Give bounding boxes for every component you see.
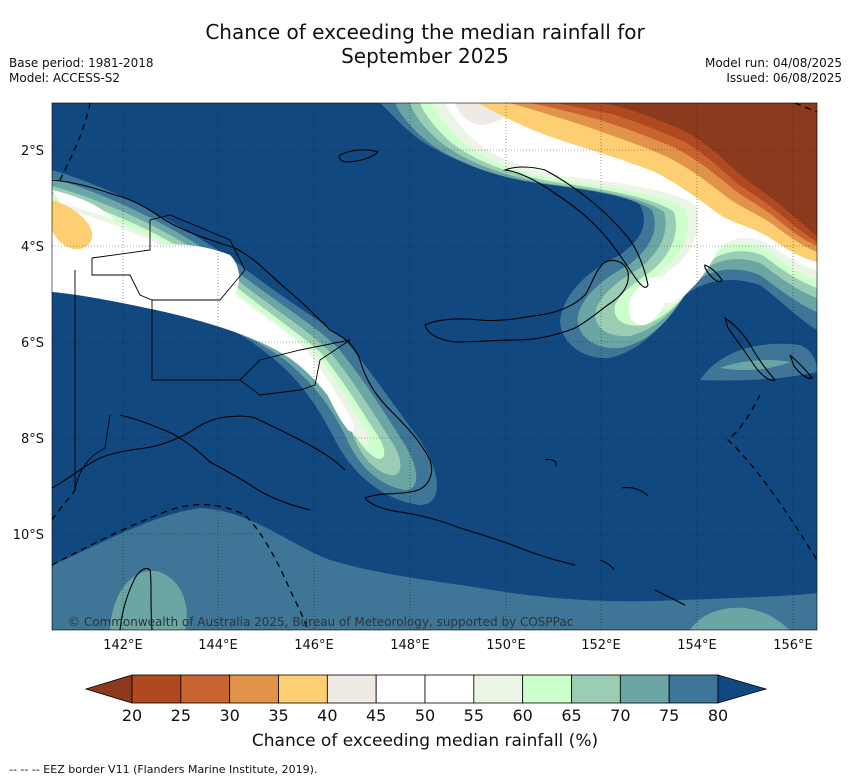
province-border-2: [91, 258, 153, 301]
colorbar-segment: [326, 674, 377, 704]
contour-55-north: [52, 103, 817, 446]
lon-tick-148e: 148°E: [390, 638, 430, 653]
colorbar-segment: [278, 674, 328, 704]
colorbar-tick-label: 40: [317, 706, 337, 725]
coastline-new-britain: [424, 259, 629, 343]
coastline-islands-se: [544, 458, 686, 606]
contour-below-20-north: [600, 103, 817, 236]
title-line-1: Chance of exceeding the median rainfall …: [205, 20, 645, 44]
coastline-new-guinea: [52, 179, 576, 566]
lon-tick-146e: 146°E: [294, 638, 334, 653]
colorbar-tick-label: 35: [268, 706, 288, 725]
province-border-3: [239, 339, 351, 396]
coastline-new-ireland: [502, 166, 649, 288]
colorbar-tick-label: 25: [171, 706, 191, 725]
latitude-axis: 2°S 4°S 6°S 8°S 10°S: [13, 144, 44, 543]
lat-tick-6s: 6°S: [21, 336, 44, 351]
contour-70-south: [110, 570, 187, 630]
title-line-2: September 2025: [341, 44, 509, 68]
contour-70-south-2: [690, 607, 790, 630]
colorbar-tick-label: 45: [366, 706, 386, 725]
lat-tick-4s: 4°S: [21, 240, 44, 255]
map-frame: [51, 102, 818, 631]
coastline-bougainville: [704, 264, 723, 283]
eez-border-southwest: [52, 503, 309, 630]
contour-70-solomons: [720, 360, 790, 370]
colorbar-tick-label: 55: [464, 706, 484, 725]
map-title: Chance of exceeding the median rainfall …: [0, 20, 850, 68]
colorbar-segment: [424, 674, 475, 704]
coastline-solomons-1: [724, 316, 776, 381]
colorbar-tick-label: 20: [122, 706, 142, 725]
png-indonesia-border: [74, 270, 111, 491]
colorbar-tick-label: 60: [512, 706, 532, 725]
lon-tick-142e: 142°E: [103, 638, 143, 653]
colorbar-tick-label: 70: [610, 706, 630, 725]
lon-tick-156e: 156°E: [773, 638, 813, 653]
eez-footnote: -- -- -- EEZ border V11 (Flanders Marine…: [9, 763, 318, 776]
colorbar-extend-low: [84, 674, 133, 704]
colorbar-segment: [131, 674, 182, 704]
colorbar-segment: [473, 674, 524, 704]
lon-tick-152e: 152°E: [581, 638, 621, 653]
colorbar-label: Chance of exceeding median rainfall (%): [251, 731, 599, 751]
coastline-manus: [338, 149, 380, 163]
meta-left: Base period: 1981-2018 Model: ACCESS-S2: [9, 56, 154, 86]
base-period-text: Base period: 1981-2018: [9, 56, 154, 70]
lat-tick-2s: 2°S: [21, 144, 44, 159]
contour-60-north: [52, 103, 817, 459]
colorbar-tick-label: 75: [659, 706, 679, 725]
model-text: Model: ACCESS-S2: [9, 71, 121, 85]
contour-white-png-center: [135, 244, 240, 307]
contour-white-newbritain: [628, 276, 667, 326]
colorbar-tick-label: 30: [219, 706, 239, 725]
coastline-solomons-2: [789, 354, 813, 379]
eez-borders: [52, 103, 817, 630]
colorbar-segment: [229, 674, 279, 704]
coastline-south-png: [119, 414, 311, 511]
contour-35-west: [52, 200, 93, 250]
eez-border-northeast: [794, 103, 817, 113]
coastline-cape-york: [119, 567, 153, 630]
meta-right: Model run: 04/08/2025 Issued: 06/08/2025: [705, 56, 842, 86]
eez-border-southeast: [727, 394, 817, 561]
contour-75-south: [52, 508, 817, 630]
eez-border-west: [52, 489, 76, 521]
longitude-axis: 142°E 144°E 146°E 148°E 150°E 152°E 154°…: [103, 638, 813, 653]
province-border-1: [91, 214, 351, 381]
colorbar-tick-label: 80: [708, 706, 728, 725]
colorbar-segment: [522, 674, 572, 704]
colorbar-segment: [180, 674, 231, 704]
map-plot-area: © Commonwealth of Australia 2025, Bureau…: [52, 103, 817, 630]
contour-65-north: [52, 103, 817, 476]
model-run-text: Model run: 04/08/2025: [704, 56, 842, 70]
colorbar-segment: [571, 674, 621, 704]
lon-tick-154e: 154°E: [677, 638, 717, 653]
issued-text: Issued: 06/08/2025: [726, 71, 842, 85]
colorbar-tick-label: 50: [415, 706, 435, 725]
colorbar-segment: [619, 674, 670, 704]
colorbar-segment: [668, 674, 719, 704]
contour-white-west: [52, 190, 115, 220]
lat-tick-8s: 8°S: [21, 432, 44, 447]
lon-tick-150e: 150°E: [486, 638, 526, 653]
copyright-text: © Commonwealth of Australia 2025, Bureau…: [68, 615, 573, 629]
coastlines: [52, 149, 813, 630]
lon-tick-144e: 144°E: [198, 638, 238, 653]
gridlines: [52, 103, 817, 630]
colorbar-tick-label: 65: [561, 706, 581, 725]
colorbar: 20 25 30 35 40 45 50 55 60 65 70 75 80: [84, 674, 768, 725]
borders: [74, 214, 351, 491]
lat-tick-10s: 10°S: [13, 528, 44, 543]
colorbar-segment: [375, 674, 426, 704]
colorbar-extend-high: [717, 674, 768, 704]
